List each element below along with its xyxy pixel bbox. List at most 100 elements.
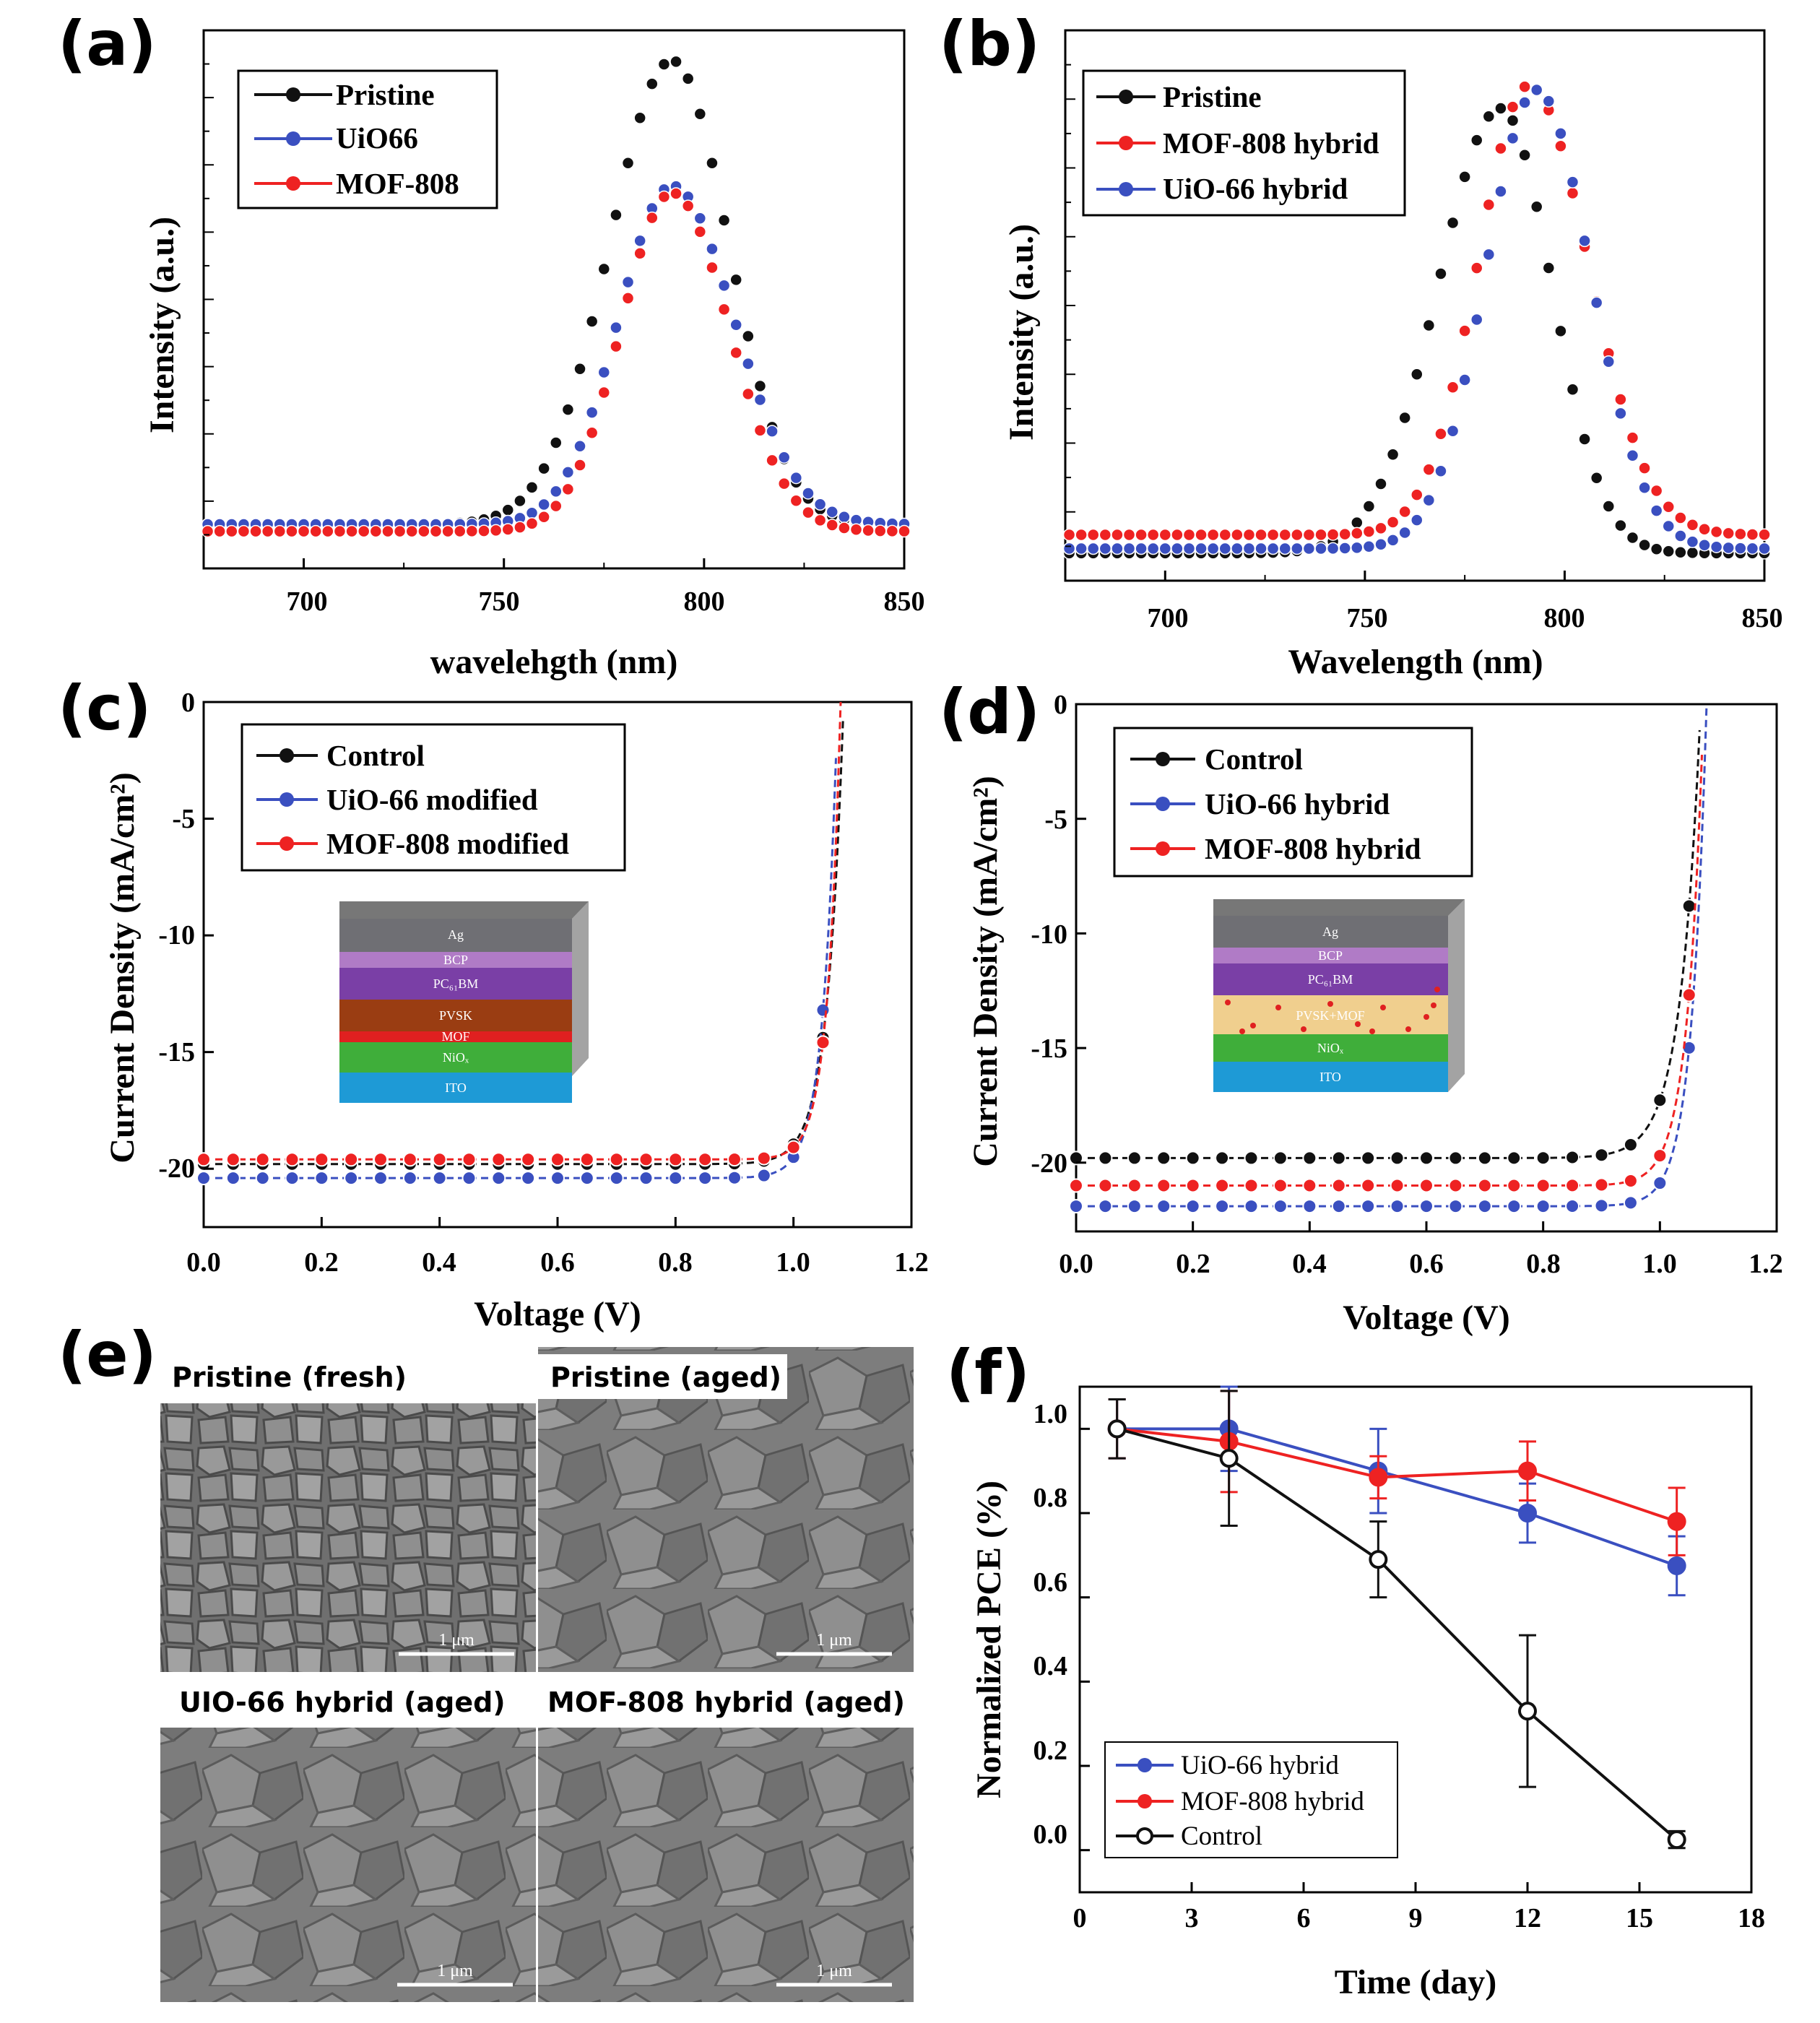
x-tick-label: 700 <box>287 586 328 617</box>
pl-point-red <box>1254 528 1268 542</box>
pl-point-black <box>1374 477 1387 490</box>
pl-point-black <box>1518 148 1531 162</box>
x-tick-label: 6 <box>1297 1903 1311 1933</box>
jv-point-blue <box>1215 1199 1230 1214</box>
y-minor-ticks <box>204 63 214 536</box>
pl-point-red <box>1195 528 1208 542</box>
x-axis-title: Time (day) <box>1335 1963 1496 2001</box>
pl-point-red <box>237 524 251 538</box>
pl-point-black <box>1602 500 1616 513</box>
legend-marker-blue <box>286 131 300 146</box>
jv-point-black <box>1390 1151 1405 1166</box>
pl-point-black <box>525 481 539 494</box>
y-tick-label: 0.8 <box>1034 1483 1068 1513</box>
layer-label: Ag <box>1322 924 1338 939</box>
pl-point-blue <box>1302 542 1316 555</box>
jv-point-red <box>786 1140 801 1155</box>
jv-point-black <box>1215 1151 1230 1166</box>
legend-marker-black <box>280 748 294 763</box>
jv-point-blue <box>1331 1199 1346 1214</box>
pl-point-red <box>1314 528 1327 542</box>
pl-point-blue <box>1614 407 1627 420</box>
jv-point-blue <box>255 1171 270 1186</box>
legend-marker-red <box>1138 1794 1152 1808</box>
layer-label: PVSK <box>439 1008 472 1023</box>
pl-point-black <box>1386 448 1400 462</box>
panel-d-jv-curves: 0.0 0.2 0.4 0.6 0.8 1.0 1.2 0 -5 -10 -15… <box>966 690 1783 1337</box>
layer-label: MOF <box>441 1029 469 1044</box>
pl-point-black <box>1530 200 1543 213</box>
jv-point-blue <box>1623 1195 1638 1210</box>
pl-point-blue <box>1722 541 1735 555</box>
jv-point-red <box>1215 1178 1230 1193</box>
layer-niox <box>339 1042 572 1073</box>
stack-side-face <box>572 901 589 1076</box>
jv-point-blue <box>1185 1199 1200 1214</box>
pl-point-red <box>477 524 490 537</box>
pl-point-black <box>1542 261 1556 274</box>
layer-bcp <box>1213 948 1448 963</box>
mof-particles <box>1225 987 1440 1034</box>
pl-point-black <box>1590 472 1603 485</box>
jv-point-red <box>1127 1178 1142 1193</box>
pl-point-red <box>1302 528 1316 542</box>
y-tick-label: 0 <box>1054 690 1067 720</box>
jv-point-black <box>1361 1151 1376 1166</box>
pl-point-black <box>681 72 695 85</box>
pl-point-black <box>537 462 550 475</box>
pl-point-black <box>670 55 682 69</box>
jv-point-blue <box>579 1171 594 1186</box>
pl-point-red <box>585 426 599 439</box>
pl-point-blue <box>693 212 707 225</box>
x-tick-label: 0.0 <box>1059 1249 1093 1279</box>
jv-point-red <box>432 1152 447 1167</box>
jv-point-red <box>1594 1177 1609 1192</box>
pl-point-blue <box>1434 464 1447 477</box>
jv-point-blue <box>344 1171 359 1186</box>
pl-point-blue <box>1518 96 1531 109</box>
jv-point-blue <box>1477 1199 1492 1214</box>
jv-point-red <box>1069 1178 1083 1193</box>
pl-point-blue <box>802 487 815 500</box>
sem-title: Pristine (aged) <box>550 1361 781 1393</box>
pl-point-red <box>862 524 875 537</box>
jv-point-black <box>1477 1151 1492 1166</box>
jv-point-red <box>255 1152 270 1167</box>
legend: UiO-66 hybrid MOF-808 hybrid Control <box>1104 1741 1398 1858</box>
pl-point-red <box>693 225 707 238</box>
pl-point-blue <box>1746 542 1759 555</box>
sem-title: MOF-808 hybrid (aged) <box>547 1686 905 1718</box>
pl-point-red <box>1146 528 1160 542</box>
jv-point-blue <box>1069 1199 1083 1214</box>
pl-point-blue <box>537 498 550 511</box>
pl-point-red <box>1470 261 1483 274</box>
scale-label: 1 μm <box>437 1962 473 1980</box>
jv-point-red <box>1652 1148 1668 1164</box>
pl-point-blue <box>1182 542 1196 555</box>
pl-point-red <box>646 211 659 225</box>
pl-point-red <box>1135 528 1148 542</box>
jv-point-blue <box>314 1171 329 1186</box>
pl-point-blue <box>753 393 767 407</box>
x-tick-label: 9 <box>1409 1903 1423 1933</box>
legend-marker-red <box>1119 136 1133 150</box>
pl-point-black <box>1674 545 1687 559</box>
pl-point-blue <box>1686 535 1699 548</box>
pl-point-red <box>777 477 791 490</box>
pl-point-red <box>417 524 430 538</box>
pl-point-red <box>1386 516 1400 529</box>
jv-point-red <box>521 1152 536 1167</box>
pl-point-blue <box>1758 542 1771 555</box>
y-tick-label: -20 <box>1031 1148 1067 1179</box>
pl-point-red <box>742 387 755 401</box>
panel-e-sem-images: Pristine (fresh) 1 μm Pristine (aged) 1 … <box>160 1347 914 2002</box>
jv-point-red <box>1185 1178 1200 1193</box>
pl-point-red <box>213 524 226 538</box>
pl-point-blue <box>1710 540 1723 553</box>
pl-point-black <box>573 362 586 376</box>
pl-point-blue <box>826 506 838 519</box>
pl-point-red <box>1710 525 1723 539</box>
layer-label: ITO <box>1320 1070 1341 1084</box>
pl-point-red <box>1446 381 1460 394</box>
